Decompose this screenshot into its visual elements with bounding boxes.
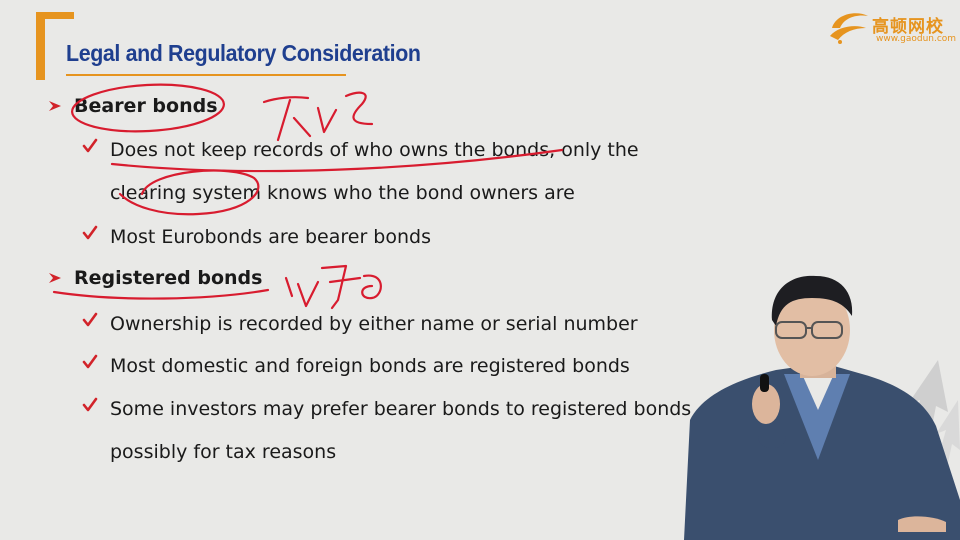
title-underline xyxy=(66,74,346,76)
bullet-line: Some investors may prefer bearer bonds t… xyxy=(110,398,691,420)
bullet-arrow-icon xyxy=(48,272,62,284)
ink-stroke xyxy=(330,278,360,282)
ink-stroke xyxy=(278,100,290,140)
ink-stroke xyxy=(286,278,292,296)
section-heading-registered: Registered bonds xyxy=(74,267,262,289)
checkmark-icon xyxy=(82,354,98,370)
ink-underline-registered xyxy=(54,290,268,299)
bullet-line: Most Eurobonds are bearer bonds xyxy=(110,226,431,248)
title-bracket-decoration xyxy=(36,12,68,80)
logo-swirl-icon xyxy=(826,6,872,46)
bullet-line: Most domestic and foreign bonds are regi… xyxy=(110,355,630,377)
bullet-line: clearing system knows who the bond owner… xyxy=(110,182,575,204)
ink-stroke xyxy=(318,108,336,132)
checkmark-icon xyxy=(82,397,98,413)
checkmark-icon xyxy=(82,138,98,154)
ink-stroke xyxy=(294,118,310,136)
bullet-line: possibly for tax reasons xyxy=(110,441,336,463)
bullet-arrow-icon xyxy=(48,100,62,112)
gaodun-logo: 高顿网校 www.gaodun.com xyxy=(826,6,956,46)
bullet-line: Does not keep records of who owns the bo… xyxy=(110,139,639,161)
ink-stroke xyxy=(264,97,308,102)
bullet-line: Ownership is recorded by either name or … xyxy=(110,313,638,335)
checkmark-icon xyxy=(82,312,98,328)
slide-title: Legal and Regulatory Consideration xyxy=(66,40,421,67)
ink-stroke xyxy=(346,93,372,124)
presenter-video xyxy=(684,270,960,540)
ink-stroke xyxy=(362,276,381,299)
section-heading-bearer: Bearer bonds xyxy=(74,95,218,117)
checkmark-icon xyxy=(82,225,98,241)
logo-url: www.gaodun.com xyxy=(876,34,956,44)
ink-stroke xyxy=(298,282,318,306)
ink-stroke xyxy=(322,266,346,308)
